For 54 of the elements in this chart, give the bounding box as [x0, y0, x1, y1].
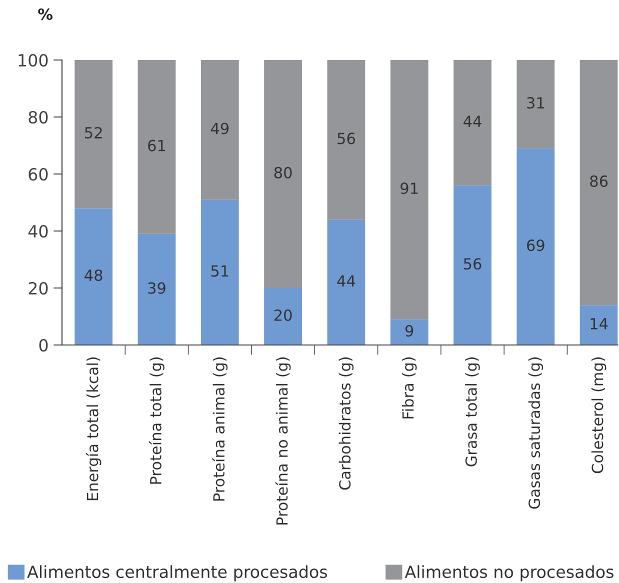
data-label: 44 [337, 275, 356, 287]
legend-label: Alimentos no procesados [404, 565, 614, 582]
bar [327, 220, 366, 345]
bar [390, 319, 428, 345]
data-label: 86 [590, 175, 608, 187]
x-tick-label: Proteína animal (g) [212, 357, 228, 501]
data-label: 49 [210, 122, 229, 134]
bar [74, 208, 113, 345]
data-label: 56 [464, 258, 482, 270]
data-label: 44 [464, 116, 482, 127]
y-tick-label: 60 [28, 168, 48, 181]
y-axis-title: % [38, 8, 52, 20]
data-label: 20 [274, 309, 292, 321]
bar [580, 305, 618, 345]
bar [200, 60, 239, 200]
y-tick-label: 100 [18, 54, 48, 67]
bar [264, 288, 302, 345]
bar [200, 200, 239, 345]
bar [327, 60, 366, 220]
bar [138, 234, 176, 345]
bar [580, 60, 618, 306]
data-label: 80 [274, 166, 292, 178]
data-label: 9 [405, 325, 414, 337]
data-label: 14 [590, 318, 608, 330]
data-label: 39 [148, 282, 166, 294]
data-label: 51 [211, 265, 228, 277]
x-tick-label: Colesterol (mg) [591, 357, 606, 474]
data-label: 56 [338, 132, 355, 144]
y-tick-label: 40 [28, 224, 48, 238]
data-label: 61 [148, 140, 166, 152]
y-tick-label: 20 [28, 282, 48, 295]
x-tick-label: Gasas saturadas (g) [528, 357, 544, 509]
bar [454, 185, 492, 345]
bar [74, 60, 113, 208]
bar [516, 148, 555, 345]
x-tick-label: Grasa total (g) [465, 357, 480, 466]
bar [264, 60, 302, 288]
y-tick-label: 0 [39, 338, 48, 352]
y-tick-label: 80 [28, 110, 48, 124]
bar [390, 60, 428, 320]
data-label: 91 [400, 182, 418, 194]
x-tick-label: Proteína total (g) [149, 357, 164, 484]
legend-label: Alimentos centralmente procesados [27, 565, 328, 582]
x-tick-label: Energía total (kcal) [86, 357, 102, 500]
x-tick-label: Proteína no animal (g) [275, 357, 291, 525]
data-label: 69 [527, 240, 544, 252]
x-tick-label: Fibra (g) [402, 357, 417, 418]
data-label: 31 [527, 97, 544, 109]
bar [454, 60, 492, 186]
bar [138, 60, 176, 234]
bar [516, 60, 555, 148]
data-label: 52 [85, 126, 102, 139]
x-tick-label: Carbohidratos (g) [338, 357, 354, 490]
data-label: 48 [84, 269, 102, 282]
